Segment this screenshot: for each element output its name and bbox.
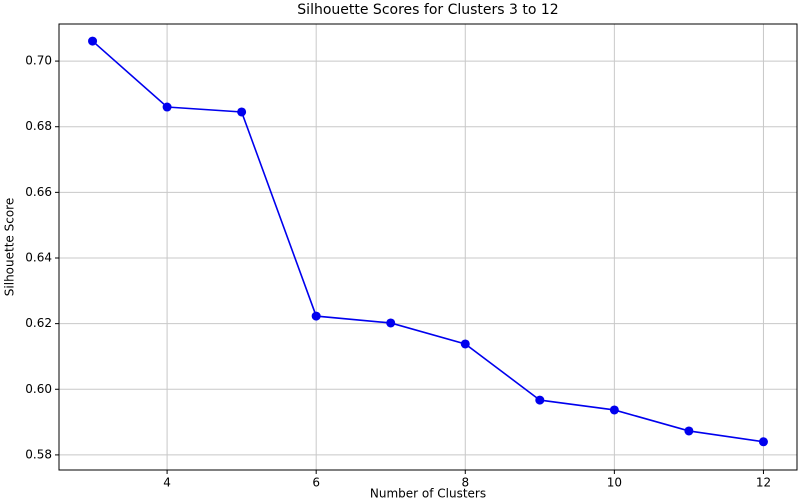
y-tick-label: 0.60 [25,382,52,396]
point [386,318,396,328]
x-tick-label: 12 [756,476,771,490]
y-axis-label: Silhouette Score [3,198,17,296]
y-tick-label: 0.66 [25,185,52,199]
point [684,426,694,436]
point [609,405,619,415]
y-tick-label: 0.68 [25,119,52,133]
point [758,437,768,447]
point [535,395,545,405]
y-tick-label: 0.70 [25,54,52,68]
x-axis-label: Number of Clusters [370,487,486,501]
x-tick-label: 8 [461,476,469,490]
y-tick-label: 0.58 [25,447,52,461]
point [460,339,470,349]
chart-title: Silhouette Scores for Clusters 3 to 12 [297,2,558,18]
point [88,36,98,46]
plot-frame [58,23,798,471]
x-tick-label: 10 [607,476,622,490]
x-tick-label: 6 [312,476,320,490]
point [162,102,172,112]
line [92,40,764,443]
point [311,311,321,321]
y-tick-label: 0.64 [25,250,52,264]
point [237,107,247,117]
y-tick-label: 0.62 [25,316,52,330]
x-tick-label: 4 [163,476,171,490]
